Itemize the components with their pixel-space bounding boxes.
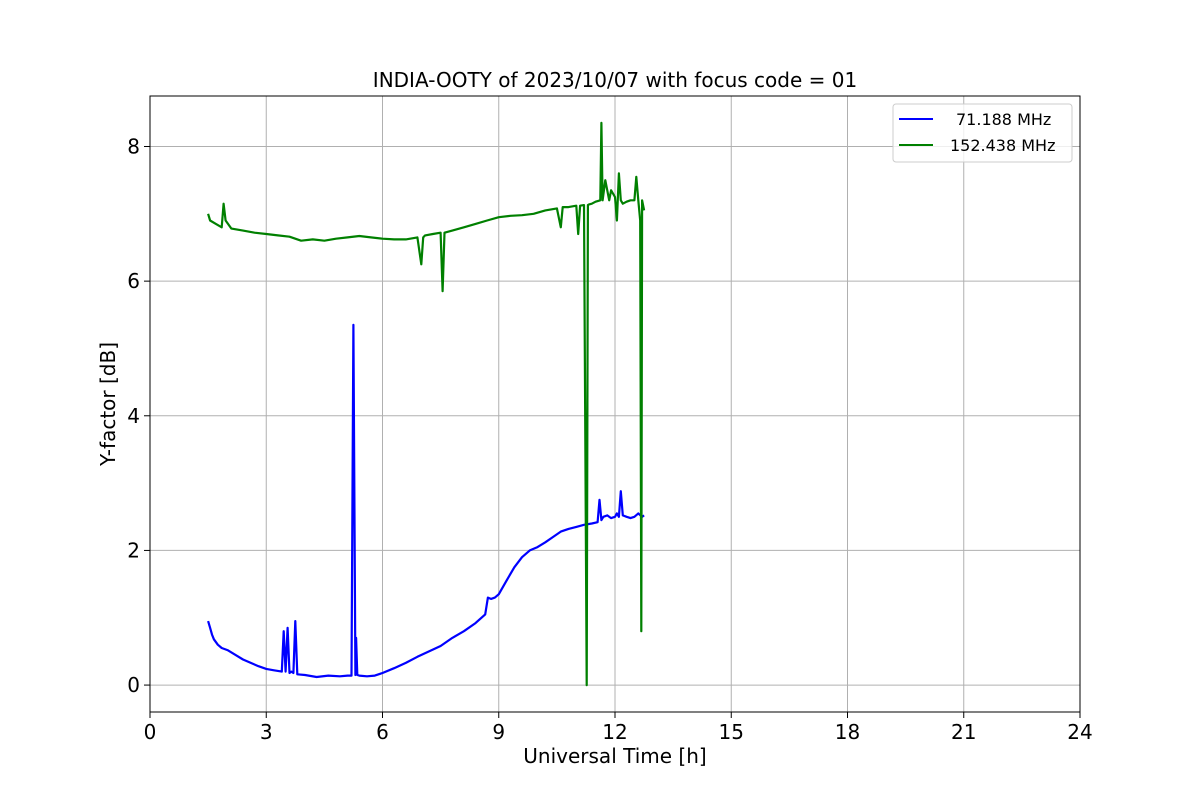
x-axis-label: Universal Time [h]: [523, 744, 706, 768]
x-tick-label: 0: [144, 720, 157, 744]
x-tick-label: 12: [602, 720, 627, 744]
y-tick-label: 4: [127, 404, 140, 428]
series-layer: [207, 121, 646, 687]
x-tick-label: 15: [719, 720, 744, 744]
x-tick-label: 3: [260, 720, 273, 744]
y-tick-label: 2: [127, 538, 140, 562]
legend-label-152mhz: 152.438 MHz: [950, 136, 1055, 155]
legend-box: [892, 103, 1073, 163]
chart-title: INDIA-OOTY of 2023/10/07 with focus code…: [373, 68, 857, 92]
x-tick-label: 24: [1067, 720, 1092, 744]
y-tick-label: 6: [127, 269, 140, 293]
y-tick-label: 0: [127, 673, 140, 697]
legend-label-71mhz: 71.188 MHz: [956, 110, 1051, 129]
y-tick-label: 8: [127, 134, 140, 158]
x-tick-label: 21: [951, 720, 976, 744]
series-line-71mhz: [207, 323, 645, 679]
legend: 71.188 MHz 152.438 MHz: [892, 103, 1073, 163]
y-axis-label: Y-factor [dB]: [96, 342, 120, 467]
x-tick-label: 18: [835, 720, 860, 744]
x-tick-label: 6: [376, 720, 389, 744]
x-tick-label: 9: [492, 720, 505, 744]
series-line-152mhz: [207, 121, 646, 687]
